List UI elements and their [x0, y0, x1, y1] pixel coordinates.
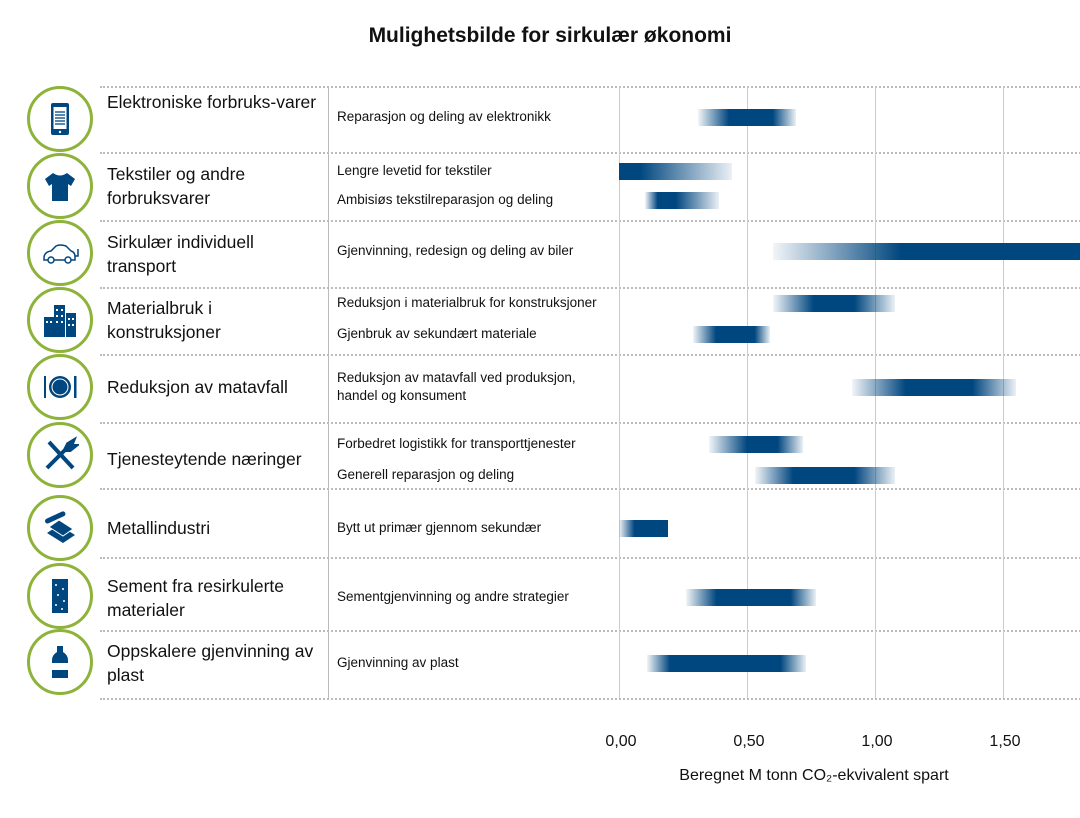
buildings-icon — [27, 287, 93, 353]
range-bar — [851, 379, 1016, 396]
range-bar — [754, 467, 896, 484]
category-label: Sirkulær individuell transport — [107, 232, 254, 276]
gridline — [619, 86, 620, 698]
row-separator — [100, 220, 1080, 222]
x-axis-label: Beregnet M tonn CO₂-ekvivalent spart — [679, 767, 949, 784]
category-label: Tekstiler og andre forbruksvarer — [107, 164, 246, 208]
item-label: Ambisiøs tekstilreparasjon og deling — [337, 192, 554, 207]
item-label: Sementgjenvinning og andre strategier — [337, 589, 569, 604]
range-bar — [685, 589, 817, 606]
bottle-icon — [27, 629, 93, 695]
plate-icon — [27, 354, 93, 420]
item-label: Forbedret logistikk for transporttjenest… — [337, 436, 576, 451]
row-separator — [100, 152, 1080, 154]
cement-icon — [27, 563, 93, 629]
item-label: Bytt ut primær gjennom sekundær — [337, 520, 542, 535]
item-label: Gjenbruk av sekundært materiale — [337, 326, 537, 341]
metal-icon — [27, 495, 93, 561]
row-separator — [100, 557, 1080, 559]
row-separator — [100, 488, 1080, 490]
tshirt-icon — [27, 153, 93, 219]
x-tick-label: 0,00 — [605, 733, 637, 750]
item-label: Reduksjon i materialbruk for konstruksjo… — [337, 295, 597, 310]
row-separator — [100, 287, 1080, 289]
row-separator — [100, 86, 1080, 88]
row-separator — [100, 354, 1080, 356]
item-label: Lengre levetid for tekstiler — [337, 163, 492, 178]
range-bar — [708, 436, 804, 453]
tools-icon — [27, 422, 93, 488]
car-icon — [27, 220, 93, 286]
row-separator — [100, 698, 1080, 700]
chart-title: Mulighetsbilde for sirkulær økonomi — [368, 24, 732, 47]
x-tick-label: 1,00 — [861, 733, 893, 750]
category-label: Elektroniske forbruks-varer — [107, 92, 317, 112]
x-tick-label: 1,50 — [989, 733, 1021, 750]
range-bar — [619, 520, 668, 537]
column-divider — [328, 86, 329, 698]
range-bar — [693, 326, 771, 343]
range-bar — [772, 243, 1080, 260]
row-separator — [100, 422, 1080, 424]
category-label: Oppskalere gjenvinning av plast — [107, 641, 314, 685]
category-label: Sement fra resirkulerte materialer — [107, 576, 285, 620]
category-label: Tjenesteytende næringer — [107, 449, 302, 469]
range-bar — [619, 163, 732, 180]
item-label: Gjenvinning av plast — [337, 655, 459, 670]
range-bar — [698, 109, 796, 126]
x-tick-label: 0,50 — [733, 733, 765, 750]
item-label: Gjenvinning, redesign og deling av biler — [337, 243, 574, 258]
tablet-icon — [27, 86, 93, 152]
category-label: Materialbruk i konstruksjoner — [107, 298, 221, 342]
category-label: Metallindustri — [107, 518, 211, 538]
item-label: Reduksjon av matavfall ved produksjon, h… — [337, 370, 576, 403]
row-separator — [100, 630, 1080, 632]
range-bar — [647, 655, 806, 672]
range-bar — [644, 192, 719, 209]
gridline — [747, 86, 748, 698]
category-label: Reduksjon av matavfall — [107, 377, 288, 397]
item-label: Generell reparasjon og deling — [337, 467, 515, 482]
range-bar — [772, 295, 896, 312]
item-label: Reparasjon og deling av elektronikk — [337, 109, 551, 124]
